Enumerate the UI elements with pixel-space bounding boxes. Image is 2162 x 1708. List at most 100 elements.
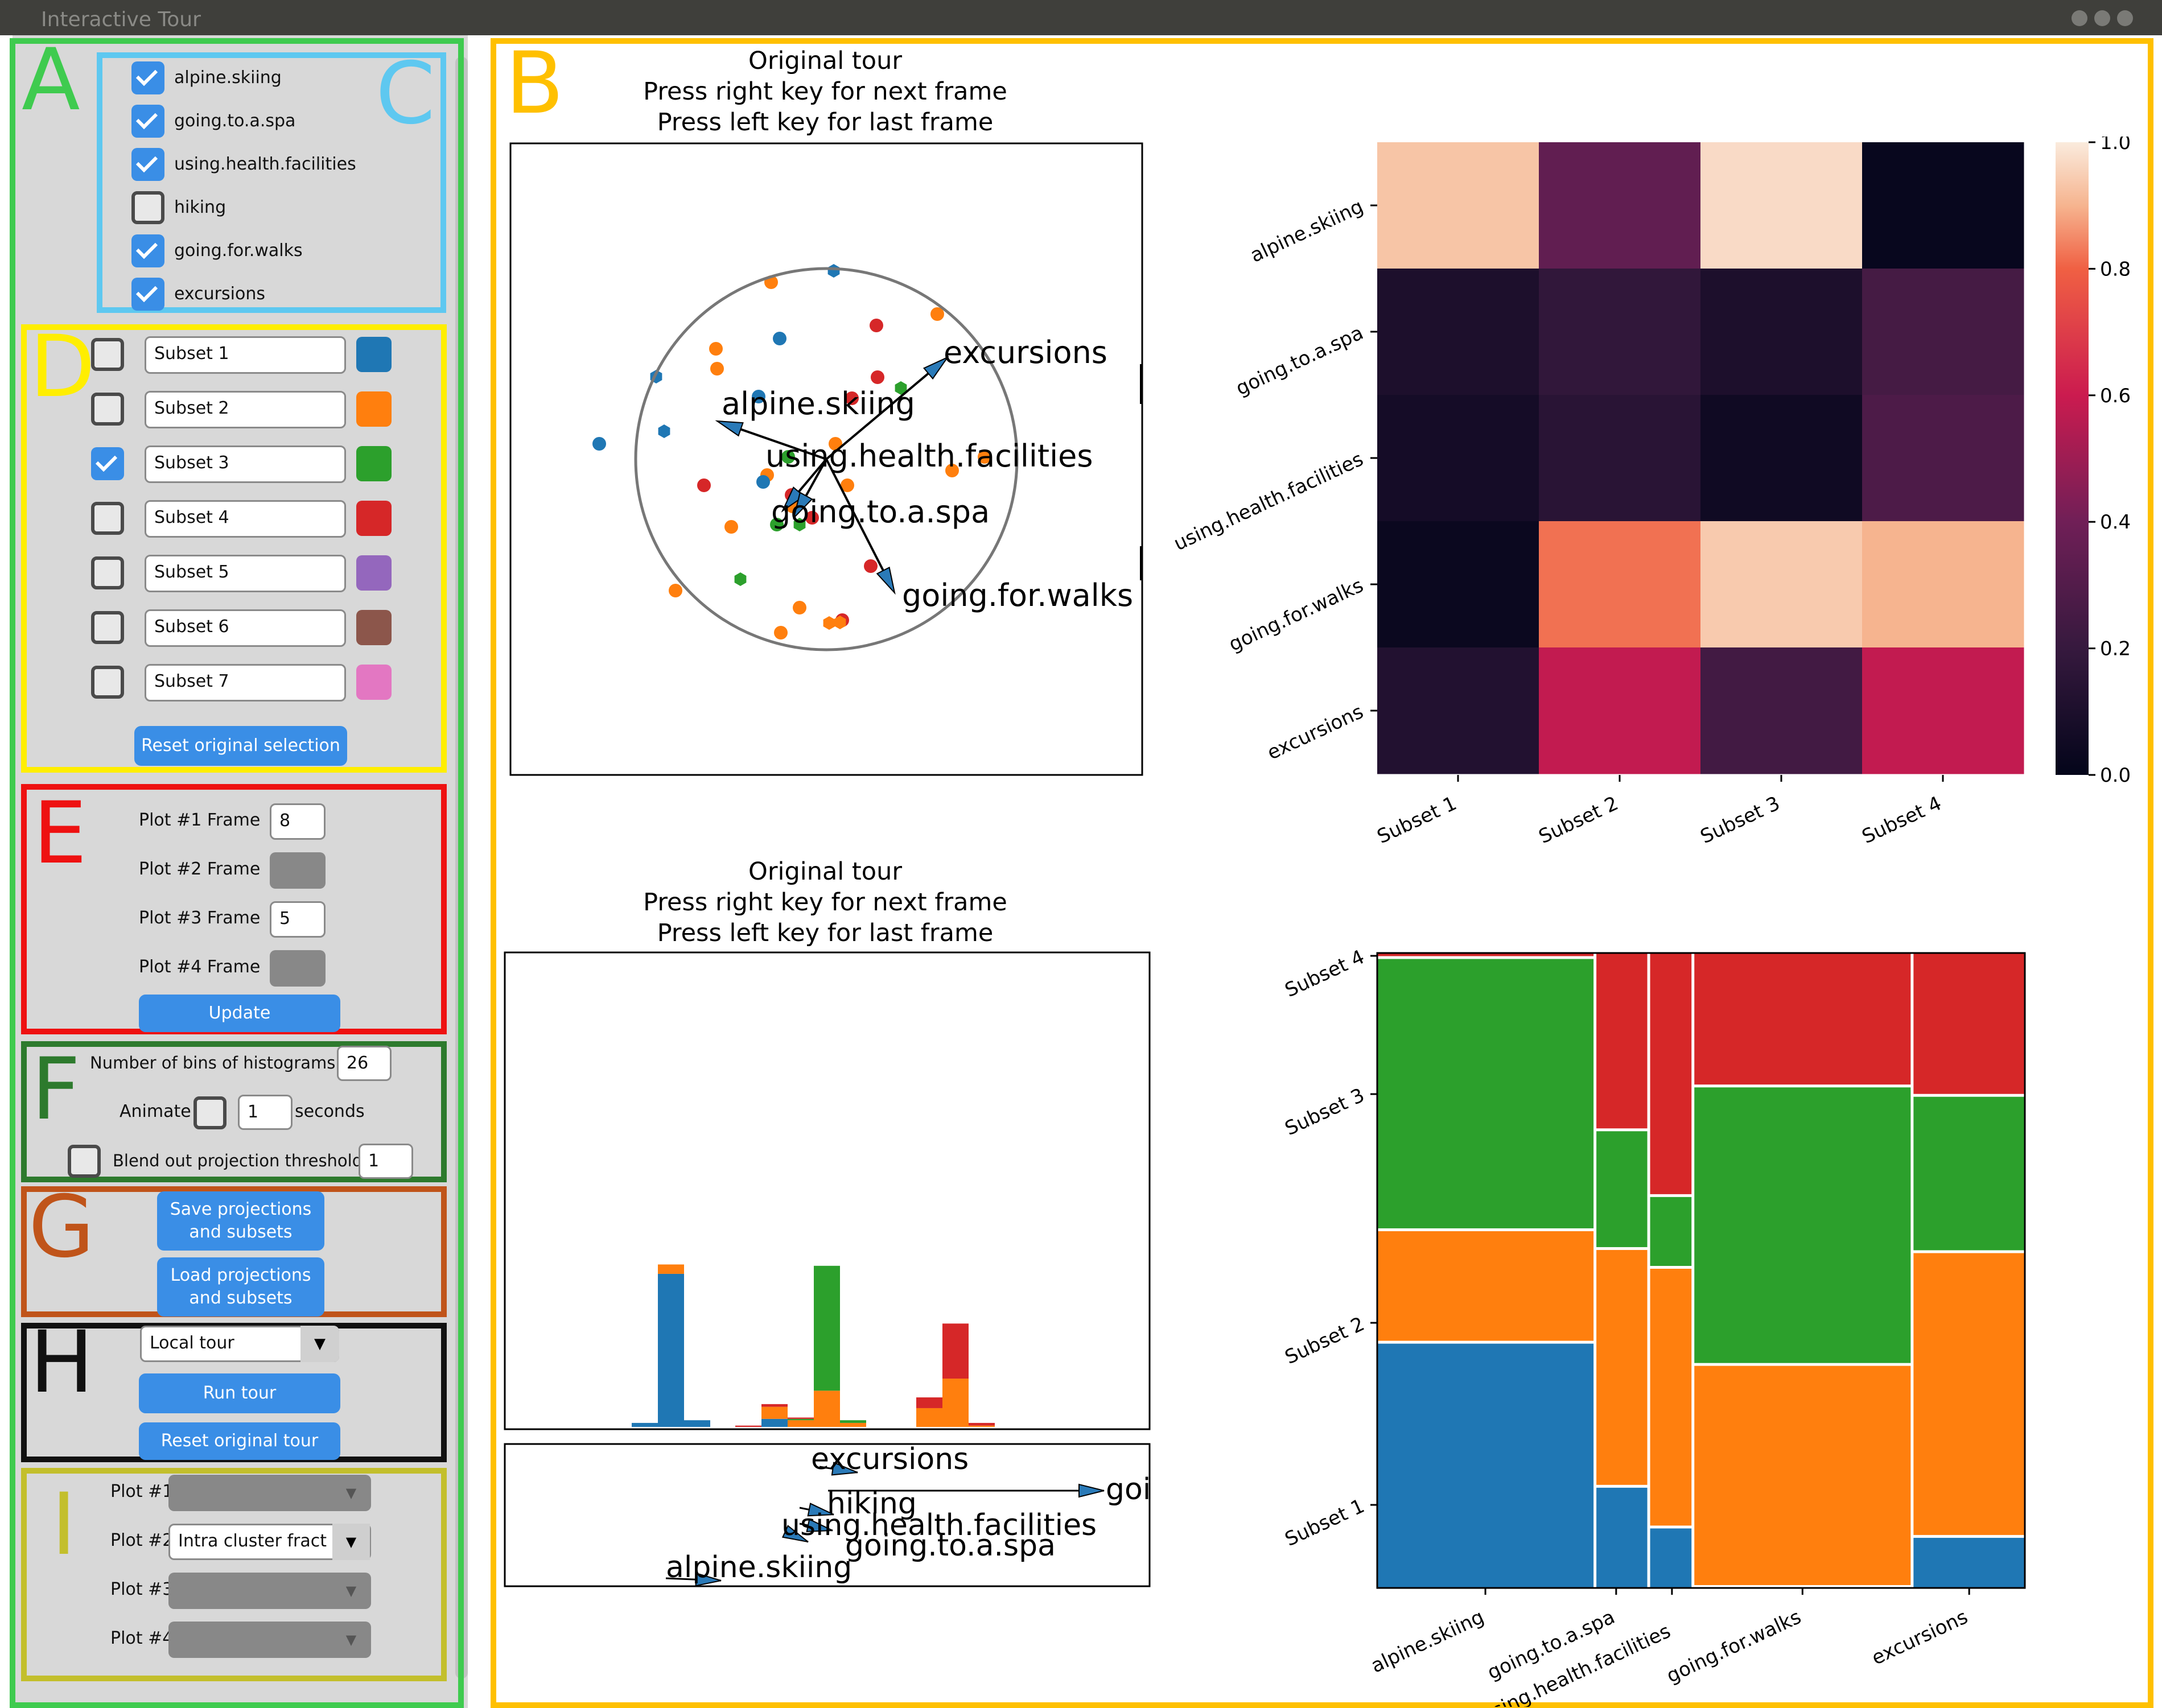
label-f: F <box>31 1040 81 1139</box>
histogram-axis-arrowhead <box>781 1525 809 1542</box>
reset-selection-button[interactable]: Reset original selection <box>134 726 347 766</box>
scatter-point <box>870 319 883 332</box>
scatter-title-line: Press right key for next frame <box>643 77 1007 106</box>
feature-checkbox[interactable] <box>131 61 164 94</box>
mosaic-cell <box>1377 1343 1594 1588</box>
scatter-point <box>592 437 606 451</box>
feature-checkbox[interactable] <box>131 191 164 224</box>
scatter-point <box>841 478 854 492</box>
plot-select-label: Plot #3 <box>110 1579 174 1599</box>
colorbar-tick-label: 0.0 <box>2100 764 2131 787</box>
scatter-plot[interactable]: excursions alpine.skiing using.health.faci… <box>509 142 1147 779</box>
chevron-down-icon: ▼ <box>345 1583 357 1599</box>
heatmap-cell <box>1700 647 1863 774</box>
mosaic-cell <box>1377 959 1594 1228</box>
mosaic-cell <box>1650 1528 1692 1588</box>
feature-axis-line <box>728 424 827 460</box>
subset-checkbox[interactable] <box>91 447 124 480</box>
subset-color-swatch[interactable] <box>356 665 392 700</box>
heatmap-row-label: using.health.facilities <box>1171 448 1367 555</box>
window-title: Interactive Tour <box>41 8 201 31</box>
subset-color-swatch[interactable] <box>356 446 392 481</box>
mosaic-cell <box>1913 1537 2025 1588</box>
feature-axis-arrowhead <box>715 420 744 437</box>
mosaic-cell <box>1377 953 1594 956</box>
update-button[interactable]: Update <box>139 995 340 1032</box>
histogram-axis-label: going.to.a.spa <box>845 1529 1056 1563</box>
subset-color-swatch[interactable] <box>356 610 392 645</box>
histogram-axis-label: hiking <box>827 1487 917 1521</box>
subset-color-swatch[interactable] <box>356 555 392 591</box>
scatter-title: Original tour Press right key for next f… <box>626 46 1024 138</box>
histogram-axis-arrowhead <box>831 1462 858 1476</box>
animate-seconds-input[interactable]: 1 <box>238 1095 293 1130</box>
maximize-button[interactable] <box>2094 10 2110 26</box>
subset-name-input[interactable]: Subset 7 <box>145 664 346 702</box>
blend-threshold-input[interactable]: 1 <box>359 1144 413 1179</box>
subset-name-input[interactable]: Subset 1 <box>145 336 346 374</box>
bins-input[interactable]: 26 <box>337 1046 392 1081</box>
mosaic-cell <box>1913 953 2025 1094</box>
reset-tour-button[interactable]: Reset original tour <box>139 1422 340 1460</box>
colorbar-tick-label: 1.0 <box>2100 137 2131 154</box>
region-i-frame <box>21 1468 447 1681</box>
subset-checkbox[interactable] <box>91 556 124 589</box>
save-button[interactable]: Save projections and subsets <box>157 1191 324 1251</box>
heatmap-cell <box>1539 269 1701 395</box>
load-button[interactable]: Load projections and subsets <box>157 1257 324 1317</box>
subset-color-swatch[interactable] <box>356 337 392 372</box>
histogram-bar-segment <box>969 1422 995 1426</box>
histogram-bar-segment <box>788 1420 814 1427</box>
mosaic-y-label: Subset 1 <box>1282 1495 1368 1551</box>
feature-checkbox[interactable] <box>131 105 164 138</box>
subset-checkbox[interactable] <box>91 502 124 535</box>
label-h: H <box>30 1313 94 1412</box>
heatmap-cell <box>1862 142 2024 269</box>
subset-checkbox[interactable] <box>91 666 124 699</box>
subset-name-input[interactable]: Subset 6 <box>145 609 346 647</box>
scatter-point <box>871 370 884 384</box>
subset-color-swatch[interactable] <box>356 391 392 427</box>
subset-color-swatch[interactable] <box>356 501 392 536</box>
histogram-axis-arrowhead <box>806 1518 833 1532</box>
feature-axis-line <box>825 364 939 460</box>
chevron-down-icon[interactable]: ▼ <box>332 1524 370 1560</box>
feature-label: going.to.a.spa <box>174 111 296 131</box>
animate-checkbox[interactable] <box>193 1096 227 1129</box>
plot-select-disabled <box>168 1573 371 1609</box>
frame-input[interactable]: 5 <box>270 901 326 938</box>
plot-select-label: Plot #4 <box>110 1628 174 1648</box>
subset-checkbox[interactable] <box>91 611 124 644</box>
feature-label: excursions <box>174 284 265 304</box>
minimize-button[interactable] <box>2072 10 2087 26</box>
histogram-bar-segment <box>632 1422 658 1427</box>
scatter-point <box>770 518 784 531</box>
feature-checkbox[interactable] <box>131 148 164 181</box>
label-c: C <box>376 44 435 143</box>
frame-label: Plot #4 Frame <box>139 957 261 977</box>
heatmap-row-label: excursions <box>1264 700 1367 765</box>
histogram-title-line: Press left key for last frame <box>657 919 994 947</box>
heatmap-cell <box>1539 142 1701 269</box>
blend-label: Blend out projection threshold <box>113 1151 363 1170</box>
blend-checkbox[interactable] <box>68 1145 101 1178</box>
subset-name-input[interactable]: Subset 4 <box>145 500 346 538</box>
mosaic-cell <box>1596 1131 1648 1247</box>
plot-select-disabled <box>168 1475 371 1511</box>
run-tour-button[interactable]: Run tour <box>139 1373 340 1413</box>
close-button[interactable] <box>2117 10 2133 26</box>
chevron-down-icon: ▼ <box>345 1632 357 1648</box>
feature-checkbox[interactable] <box>131 278 164 311</box>
mosaic-y-label: Subset 4 <box>1282 946 1368 1002</box>
chevron-down-icon[interactable]: ▼ <box>300 1326 339 1362</box>
scatter-point <box>734 572 747 586</box>
subset-name-input[interactable]: Subset 2 <box>145 391 346 428</box>
scatter-point <box>793 601 806 614</box>
frame-input[interactable]: 8 <box>270 803 326 840</box>
feature-checkbox[interactable] <box>131 234 164 267</box>
subset-checkbox[interactable] <box>91 393 124 426</box>
subset-checkbox[interactable] <box>91 338 124 371</box>
subset-name-input[interactable]: Subset 3 <box>145 445 346 483</box>
heatmap-cell <box>1700 142 1863 269</box>
subset-name-input[interactable]: Subset 5 <box>145 555 346 592</box>
